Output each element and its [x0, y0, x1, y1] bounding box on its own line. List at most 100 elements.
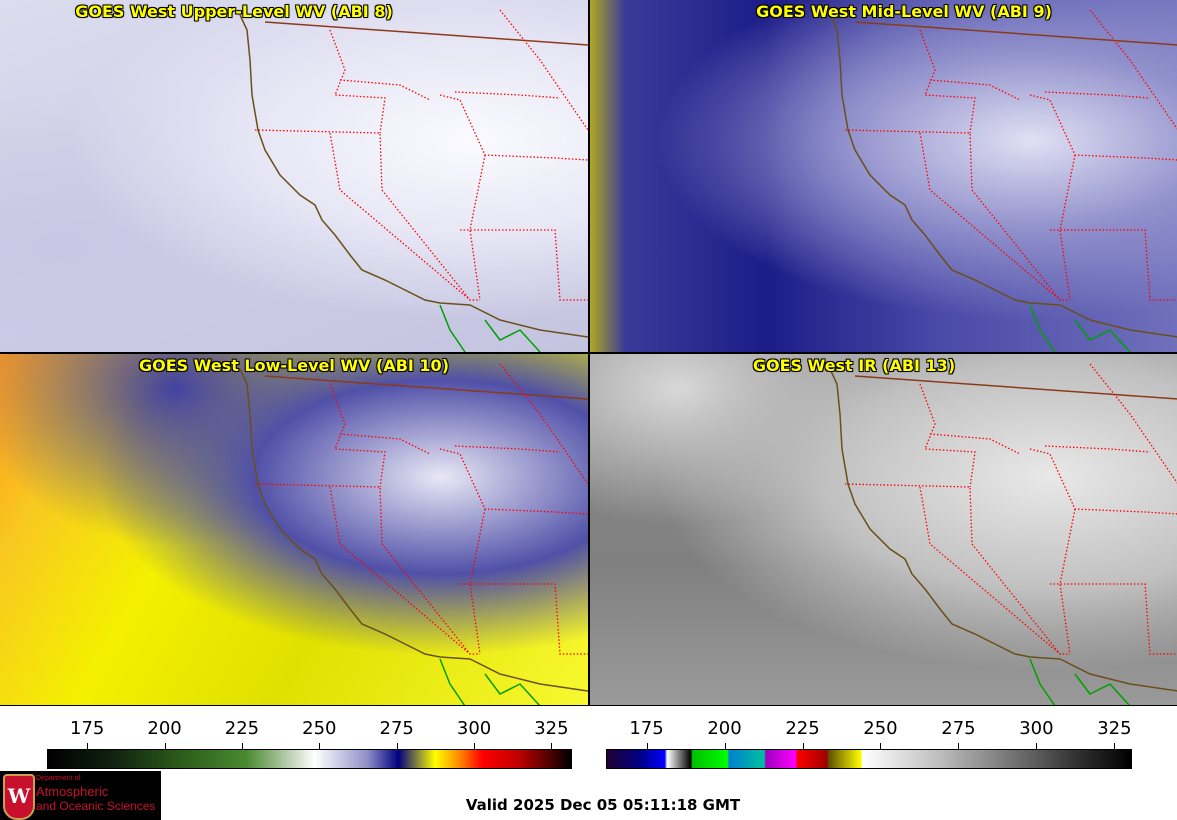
panel-mid-level-wv: GOES West Mid-Level WV (ABI 9) [590, 0, 1177, 352]
state-border [454, 91, 561, 99]
state-border [460, 583, 588, 655]
state-border [919, 486, 1061, 655]
valid-time: Valid 2025 Dec 05 05:11:18 GMT [465, 796, 741, 814]
logo-text: Atmospheric [36, 784, 109, 799]
colorbar-tick [1036, 743, 1038, 749]
state-border [439, 94, 588, 161]
state-border [439, 448, 588, 515]
state-border [329, 383, 386, 488]
state-border [254, 483, 383, 545]
colorbar-tick [1114, 743, 1116, 749]
state-border [919, 383, 976, 488]
state-borders-overlay [239, 363, 588, 706]
colorbar-tick [241, 743, 243, 749]
state-border [1029, 448, 1177, 515]
coastline [239, 14, 588, 338]
state-border [329, 29, 386, 134]
state-border [844, 483, 973, 545]
mexico-coastline [1029, 304, 1131, 352]
state-border [339, 433, 431, 455]
divider [0, 352, 1177, 354]
state-borders-overlay [829, 363, 1177, 706]
state-borders-overlay [829, 9, 1177, 352]
coastline [239, 368, 588, 692]
state-border [1089, 363, 1177, 484]
colorbar-tick [646, 743, 648, 749]
colorbar-tick-label: 300 [456, 718, 492, 739]
mexico-coastline [439, 304, 541, 352]
colorbar-tick-label: 300 [1019, 718, 1054, 739]
aos-logo: W Department of Atmospheric and Oceanic … [0, 771, 161, 820]
uw-crest-icon: W [3, 774, 35, 820]
colorbar-tick-label: 325 [1097, 718, 1132, 739]
state-border [329, 132, 471, 301]
state-border [919, 132, 1061, 301]
state-border [454, 445, 561, 453]
colorbar-tick [958, 743, 960, 749]
state-border [339, 79, 431, 101]
state-border [499, 9, 588, 131]
mexico-coastline [1029, 658, 1131, 706]
colorbar-tick-label: 250 [302, 718, 337, 739]
state-border [469, 508, 486, 655]
state-border [329, 486, 471, 655]
canada-border [854, 21, 1177, 46]
canada-border [264, 375, 588, 400]
panel-low-level-wv: GOES West Low-Level WV (ABI 10) [0, 354, 588, 706]
panel-title: GOES West IR (ABI 13) [752, 356, 956, 375]
colorbar-tick-label: 200 [707, 718, 742, 739]
state-border [469, 154, 486, 301]
wv-colorbar [47, 749, 572, 769]
state-borders-overlay [239, 9, 588, 352]
colorbar-tick [724, 743, 726, 749]
colorbar-tick-label: 325 [534, 718, 569, 739]
colorbar-tick-label: 275 [379, 718, 414, 739]
panel-ir: GOES West IR (ABI 13) [590, 354, 1177, 706]
colorbar-tick [164, 743, 166, 749]
panel-title: GOES West Upper-Level WV (ABI 8) [75, 2, 393, 21]
colorbar-tick-label: 175 [70, 718, 105, 739]
state-border [1050, 229, 1177, 301]
state-border [499, 363, 588, 485]
state-border [1089, 9, 1177, 130]
coastline [829, 14, 1177, 338]
colorbar-tick [880, 743, 882, 749]
canada-border [854, 375, 1177, 400]
state-border [1044, 445, 1151, 453]
colorbar-tick-label: 275 [941, 718, 976, 739]
panel-title: GOES West Low-Level WV (ABI 10) [138, 356, 449, 375]
colorbar-tick-label: 225 [785, 718, 820, 739]
ir-colorbar [606, 749, 1132, 769]
divider [0, 705, 1177, 706]
colorbar-tick [87, 743, 89, 749]
state-border [254, 129, 383, 191]
mexico-coastline [439, 658, 541, 706]
state-border [971, 189, 1070, 301]
state-border [381, 189, 480, 301]
colorbar-tick-label: 225 [224, 718, 260, 739]
colorbar-tick [474, 743, 476, 749]
colorbar-tick [551, 743, 553, 749]
state-border [1050, 583, 1177, 655]
coastline [829, 368, 1177, 692]
state-border [460, 229, 588, 301]
panel-upper-level-wv: GOES West Upper-Level WV (ABI 8) [0, 0, 588, 352]
colorbar-tick [802, 743, 804, 749]
colorbar-tick [319, 743, 321, 749]
state-border [381, 543, 480, 655]
state-border [1029, 94, 1177, 161]
state-border [1044, 91, 1151, 99]
state-border [929, 433, 1021, 455]
state-border [929, 79, 1021, 101]
state-border [1059, 508, 1076, 655]
state-border [844, 129, 973, 191]
colorbar-tick-label: 250 [863, 718, 898, 739]
colorbar-tick-label: 175 [629, 718, 664, 739]
logo-text: and Oceanic Sciences [36, 799, 156, 813]
canada-border [264, 21, 588, 46]
state-border [1059, 154, 1076, 301]
logo-text: Department of [36, 775, 81, 782]
colorbar-tick-label: 200 [147, 718, 182, 739]
colorbar-tick [396, 743, 398, 749]
state-border [919, 29, 976, 134]
